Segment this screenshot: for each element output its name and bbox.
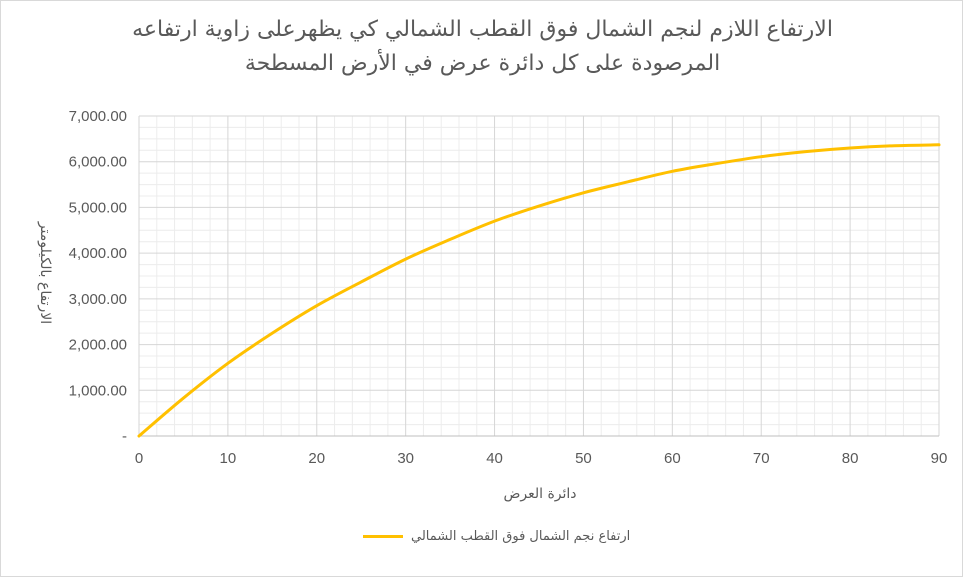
y-tick-label: 2,000.00 [69,337,127,354]
y-tick-label: 4,000.00 [69,245,127,262]
chart-title-line-2: المرصودة على كل دائرة عرض في الأرض المسط… [244,51,721,76]
x-tick-label: 40 [486,450,503,467]
y-tick-label: 5,000.00 [69,199,127,216]
x-tick-label: 80 [842,450,859,467]
x-tick-label: 70 [753,450,770,467]
chart-title: الارتفاع اللازم لنجم الشمال فوق القطب ال… [41,13,924,81]
series-line [137,143,941,438]
y-axis-ticks: - 1,000.00 2,000.00 3,000.00 4,000.00 5,000.0… [69,108,127,445]
chart-title-line-1: الارتفاع اللازم لنجم الشمال فوق القطب ال… [132,17,833,42]
x-tick-label: 60 [664,450,681,467]
y-tick-label: 7,000.00 [69,108,127,125]
y-tick-label: 1,000.00 [69,382,127,399]
y-tick-label: 3,000.00 [69,291,127,308]
x-tick-label: 10 [220,450,237,467]
legend-label: ارتفاع نجم الشمال فوق القطب الشمالي [411,528,631,544]
gridlines [138,115,940,437]
series-layer [137,143,941,438]
x-tick-label: 90 [931,450,948,467]
y-tick-label: - [122,428,127,445]
x-axis-title: دائرة العرض [503,486,576,502]
x-axis-ticks: 0 10 20 30 40 50 60 70 80 90 [135,450,948,467]
x-tick-label: 20 [308,450,325,467]
x-tick-label: 30 [397,450,414,467]
legend-swatch [363,534,403,538]
y-tick-label: 6,000.00 [69,154,127,171]
legend: ارتفاع نجم الشمال فوق القطب الشمالي [363,525,630,547]
x-tick-label: 0 [135,450,143,467]
x-tick-label: 50 [575,450,592,467]
y-axis-title: الارتفاع بالكيلومتر [37,221,53,324]
